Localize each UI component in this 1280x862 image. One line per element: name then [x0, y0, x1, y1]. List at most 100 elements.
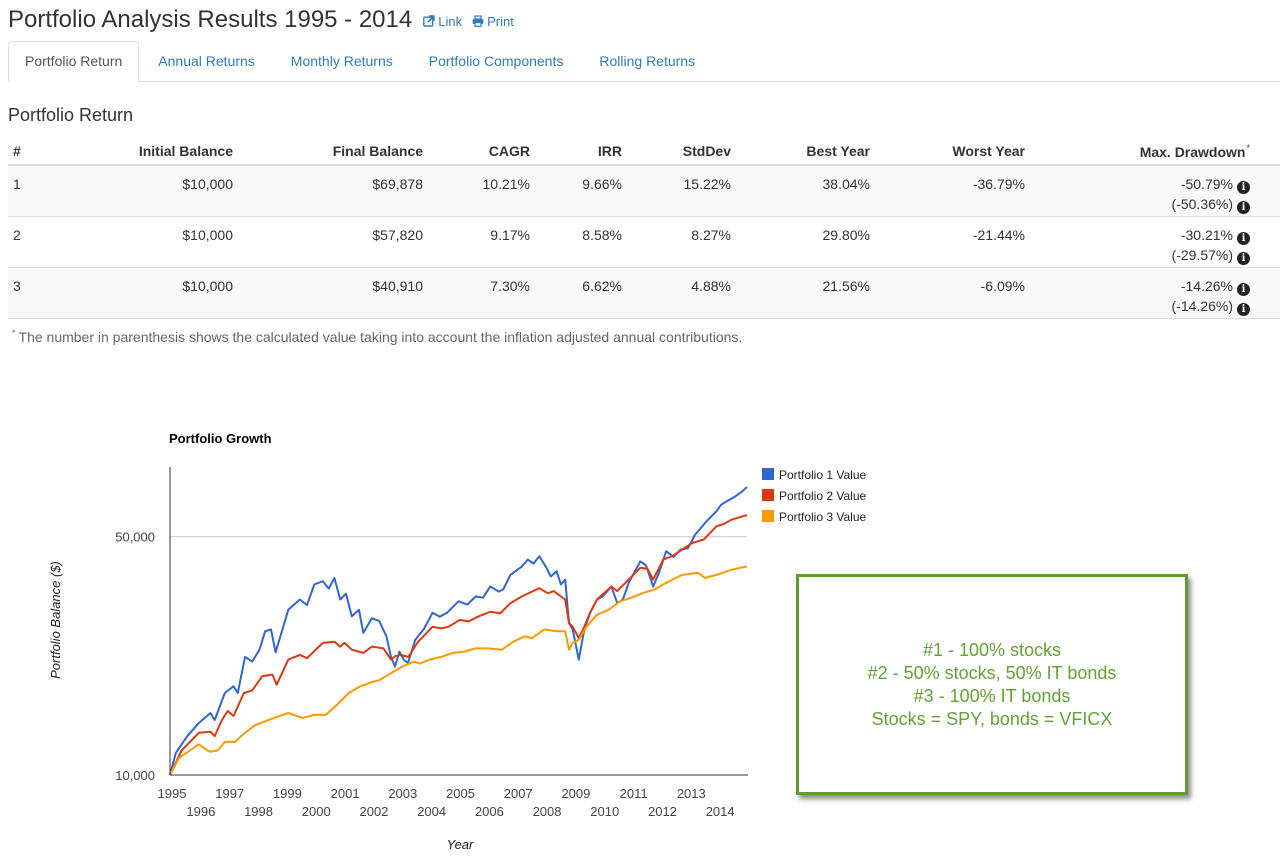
external-link-icon: [423, 15, 435, 27]
cell-worst-year: -6.09%: [875, 266, 1030, 319]
x-tick-label: 2012: [648, 804, 677, 819]
tab-annual-returns[interactable]: Annual Returns: [158, 53, 255, 69]
tab-portfolio-components[interactable]: Portfolio Components: [428, 53, 564, 69]
cell-stddev: 8.27%: [627, 215, 736, 267]
x-tick-label: 2010: [590, 804, 619, 819]
max-drawdown-text: -30.21%: [1180, 226, 1233, 243]
info-circle-icon[interactable]: i: [1237, 282, 1250, 296]
results-table: # Initial Balance Final Balance CAGR IRR…: [8, 140, 1280, 319]
x-axis-title: Year: [447, 837, 474, 852]
x-tick-label: 2013: [677, 786, 706, 801]
table-row: 3 $10,000 $40,910 7.30% 6.62% 4.88% 21.5…: [8, 266, 1280, 319]
cell-initial-balance: $10,000: [110, 266, 238, 319]
chart-legend: Portfolio 1 Value Portfolio 2 Value Portfo…: [762, 468, 866, 524]
x-tick-label: 2006: [475, 804, 504, 819]
tab-rolling-returns[interactable]: Rolling Returns: [599, 53, 696, 69]
info-circle-icon[interactable]: i: [1237, 201, 1250, 214]
x-tick-label: 2007: [504, 786, 533, 801]
tab-monthly-returns[interactable]: Monthly Returns: [290, 53, 393, 69]
legend-label-portfolio-1[interactable]: Portfolio 1 Value: [779, 468, 866, 482]
x-tick-label: 1997: [215, 786, 244, 801]
tab-portfolio-return[interactable]: Portfolio Return: [8, 41, 140, 82]
tick-labels: 10,000 50,000 1995 199619971998199920002001…: [115, 530, 734, 819]
cell-irr: 6.62%: [535, 266, 627, 319]
cell-worst-year: -21.44%: [875, 215, 1030, 267]
column-header-number: #: [8, 140, 110, 166]
info-circle-icon[interactable]: i: [1237, 231, 1250, 245]
cell-initial-balance: $10,000: [110, 164, 238, 216]
legend-swatch-portfolio-3: [762, 510, 774, 522]
x-tick-label: 2005: [446, 786, 475, 801]
x-tick-label: 2002: [359, 804, 388, 819]
max-drawdown-text: -14.26%: [1180, 277, 1233, 294]
cell-stddev: 15.22%: [627, 164, 736, 216]
column-header-stddev: StdDev: [627, 140, 736, 166]
link-button[interactable]: Link: [423, 14, 462, 29]
x-tick-label: 2001: [331, 786, 360, 801]
x-tick-label: 2003: [388, 786, 417, 801]
x-tick-label: 2008: [533, 804, 562, 819]
cell-cagr: 10.21%: [428, 164, 535, 216]
cell-initial-balance: $10,000: [110, 215, 238, 267]
cell-cagr: 9.17%: [428, 215, 535, 267]
chart-title: Portfolio Growth: [169, 431, 272, 446]
portfolio-growth-chart: Portfolio Growth 10,000 50,000 1995 1996 199…: [0, 420, 900, 862]
table-row: 1 $10,000 $69,878 10.21% 9.66% 15.22% 38…: [8, 164, 1280, 216]
note-line: #2 - 50% stocks, 50% IT bonds: [867, 662, 1117, 683]
legend-label-portfolio-3[interactable]: Portfolio 3 Value: [779, 510, 866, 524]
cell-final-balance: $69,878: [238, 164, 428, 216]
max-drawdown-adjusted-value: (-29.57%) i: [1035, 245, 1250, 265]
x-tick-label: 2014: [706, 804, 735, 819]
footnote-marker: *: [12, 328, 16, 338]
column-header-final-balance: Final Balance: [238, 140, 428, 166]
legend-label-portfolio-2[interactable]: Portfolio 2 Value: [779, 489, 866, 503]
series-lines: [169, 486, 748, 776]
y-tick-label: 10,000: [115, 768, 155, 783]
max-drawdown-adjusted-text: (-50.36%): [1171, 196, 1233, 212]
max-drawdown-text: -50.79%: [1180, 176, 1233, 192]
x-tick-label: 1999: [273, 786, 302, 801]
x-tick-label: 1995: [158, 786, 187, 801]
column-header-cagr: CAGR: [428, 140, 535, 166]
table-row: 2 $10,000 $57,820 9.17% 8.58% 8.27% 29.8…: [8, 215, 1280, 267]
cell-max-drawdown: -30.21% i (-29.57%) i: [1030, 215, 1280, 267]
axes: [169, 467, 748, 776]
tab-bar: Portfolio Return Annual Returns Monthly …: [8, 41, 1280, 82]
legend-swatch-portfolio-2: [762, 489, 774, 501]
cell-final-balance: $40,910: [238, 266, 428, 319]
chart-svg: Portfolio Growth 10,00050,00019951996199…: [48, 431, 866, 852]
y-tick-label: 50,000: [115, 530, 155, 545]
footnote-text: The number in parenthesis shows the calc…: [18, 329, 743, 345]
series-line-portfolio-1[interactable]: [169, 486, 748, 776]
footnote-marker: *: [1246, 142, 1250, 153]
print-icon: [472, 15, 484, 27]
column-header-max-drawdown: Max. Drawdown*: [1030, 140, 1280, 166]
y-axis-title: Portfolio Balance ($): [48, 561, 63, 679]
info-circle-icon[interactable]: i: [1237, 251, 1250, 265]
page-header: Portfolio Analysis Results 1995 - 2014 L…: [8, 5, 514, 37]
max-drawdown-adjusted-text: (-29.57%): [1171, 246, 1233, 263]
cell-stddev: 4.88%: [627, 266, 736, 319]
cell-final-balance: $57,820: [238, 215, 428, 267]
cell-number: 1: [8, 164, 110, 216]
cell-worst-year: -36.79%: [875, 164, 1030, 216]
cell-best-year: 29.80%: [736, 215, 875, 267]
max-drawdown-adjusted-value: (-14.26%) i: [1035, 296, 1250, 316]
series-line-portfolio-3[interactable]: [169, 565, 748, 776]
footnote: * The number in parenthesis shows the cal…: [12, 328, 742, 345]
cell-number: 3: [8, 266, 110, 319]
max-drawdown-adjusted-text: (-14.26%): [1171, 297, 1233, 314]
note-line: Stocks = SPY, bonds = VFICX: [871, 708, 1113, 729]
column-header-initial-balance: Initial Balance: [110, 140, 238, 166]
print-button[interactable]: Print: [472, 14, 514, 29]
series-line-portfolio-2[interactable]: [169, 514, 748, 776]
max-drawdown-adjusted-value: (-50.36%) i: [1035, 194, 1250, 214]
x-tick-label: 2009: [561, 786, 590, 801]
page-title: Portfolio Analysis Results 1995 - 2014: [8, 6, 413, 33]
cell-irr: 8.58%: [535, 215, 627, 267]
x-tick-label: 1996: [186, 804, 215, 819]
info-circle-icon[interactable]: i: [1237, 302, 1250, 316]
column-header-irr: IRR: [535, 140, 627, 166]
info-circle-icon[interactable]: i: [1237, 181, 1250, 194]
cell-best-year: 38.04%: [736, 164, 875, 216]
